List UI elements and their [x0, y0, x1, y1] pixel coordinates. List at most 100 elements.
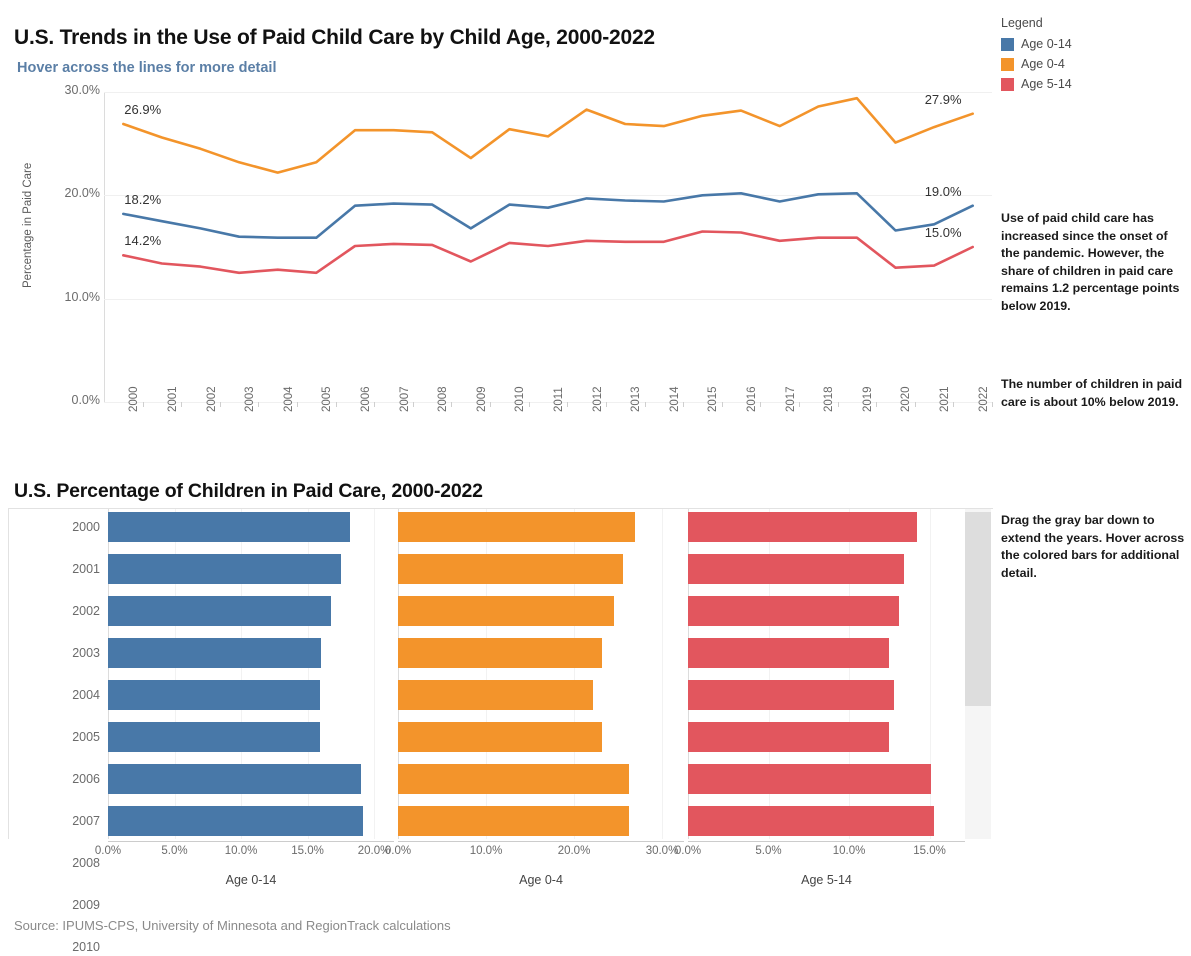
line-chart-tick-mark [567, 402, 569, 407]
bar-chart-left-border [8, 509, 9, 839]
bar[interactable] [108, 554, 341, 584]
line-chart-plot-area[interactable] [104, 92, 992, 403]
bar-panel-axis-line [398, 841, 684, 842]
line-chart-gridline [104, 298, 992, 300]
bar-chart-year-label: 2000 [72, 519, 100, 534]
bar-chart-year-label: 2003 [72, 645, 100, 660]
bar[interactable] [398, 596, 614, 626]
bar[interactable] [688, 764, 932, 794]
bar-panel-x-tick-label: 15.0% [291, 845, 324, 857]
bar[interactable] [108, 512, 351, 542]
line-chart-x-tick-label: 2000 [128, 386, 141, 412]
bar[interactable] [398, 554, 624, 584]
line-chart-point-label: 27.9% [924, 91, 962, 107]
line-chart-x-tick-label: 2013 [630, 386, 643, 412]
bar-chart-year-label: 2004 [72, 687, 100, 702]
legend-item-age-0-4[interactable]: Age 0-4 [1001, 55, 1072, 73]
bar[interactable] [398, 680, 594, 710]
bar-chart-title: U.S. Percentage of Children in Paid Care… [14, 480, 483, 502]
bar[interactable] [688, 806, 935, 836]
bar-chart-year-label: 2008 [72, 855, 100, 870]
line-chart-tick-mark [528, 402, 530, 407]
bar-panel-gridline [241, 509, 243, 839]
bar-panel-age-5-14[interactable] [688, 509, 963, 839]
bar-chart-year-labels: 2000 2001 2002 2003 2004 2005 2006 2007 2008 2009… [8, 509, 108, 954]
bar-panel-axis-age-0-14: 0.0% 5.0% 10.0% 15.0% 20.0% Age 0-14 [95, 841, 394, 903]
bar[interactable] [108, 806, 364, 836]
bar-panel-x-tick-label: 20.0% [557, 845, 591, 857]
line-chart-point-label: 18.2% [124, 191, 162, 207]
line-chart-x-tick-label: 2010 [514, 386, 527, 412]
bar[interactable] [398, 722, 603, 752]
bar-chart-year-label: 2001 [72, 561, 100, 576]
legend-item-label: Age 0-4 [1021, 57, 1065, 71]
legend-item-age-5-14[interactable]: Age 5-14 [1001, 75, 1072, 93]
bar-panel-axis-line [688, 841, 965, 842]
bar-chart-panels[interactable] [8, 509, 963, 839]
legend-swatch-icon [1001, 57, 1014, 71]
bar[interactable] [688, 638, 890, 668]
bar[interactable] [688, 554, 904, 584]
line-chart-x-tick-label: 2015 [707, 386, 720, 412]
bar-panel-axis-line [108, 841, 394, 842]
bar-panel-age-0-14[interactable] [108, 509, 394, 839]
bar-panel-x-tick-label: 20.0% [357, 845, 391, 857]
bar[interactable] [398, 638, 603, 668]
bar[interactable] [688, 512, 917, 542]
line-chart-y-tick-label: 10.0% [64, 289, 100, 304]
line-chart[interactable]: Percentage in Paid Care 0.0% 10.0% 20.0% 30… [0, 83, 995, 462]
bar-panel-title: Age 5-14 [801, 873, 852, 887]
line-chart-x-tick-label: 2002 [205, 386, 218, 412]
line-series-age-5-14[interactable] [121, 230, 975, 275]
bar-panel-x-tick-label: 30.0% [645, 845, 679, 857]
bar[interactable] [398, 764, 630, 794]
bar[interactable] [398, 806, 630, 836]
bar-panel-age-0-4[interactable] [398, 509, 684, 839]
bar[interactable] [108, 722, 320, 752]
bar-chart-year-label: 2007 [72, 813, 100, 828]
bar[interactable] [688, 680, 895, 710]
bar-chart-year-label: 2006 [72, 771, 100, 786]
line-chart-tick-mark [683, 402, 685, 407]
line-chart-x-tick-label: 2017 [784, 386, 797, 412]
bar-panel-gridline [574, 509, 575, 839]
bar[interactable] [108, 764, 361, 794]
legend-swatch-icon [1001, 37, 1014, 51]
bar-chart[interactable]: 2000 2001 2002 2003 2004 2005 2006 2007 2008 2009… [8, 508, 993, 954]
line-chart-tick-mark [412, 402, 414, 407]
bar-chart-year-label: 2002 [72, 603, 100, 618]
bar[interactable] [108, 680, 320, 710]
bar[interactable] [108, 638, 321, 668]
bar[interactable] [398, 512, 635, 542]
bar-panel-x-tick-label: 10.0% [469, 845, 503, 857]
bar-chart-year-label: 2009 [72, 897, 100, 912]
bar-panel-x-tick-label: 15.0% [913, 845, 946, 857]
bar-panel-x-tick-label: 5.0% [755, 845, 782, 857]
bar[interactable] [688, 596, 899, 626]
legend-item-age-0-14[interactable]: Age 0-14 [1001, 35, 1072, 53]
line-chart-tick-mark [760, 402, 762, 407]
line-chart-tick-mark [451, 402, 453, 407]
bar-panel-axis-age-0-4: 0.0% 10.0% 20.0% 30.0% Age 0-4 [385, 841, 684, 903]
bar[interactable] [108, 596, 332, 626]
line-chart-x-tick-label: 2005 [321, 386, 334, 412]
line-chart-tick-mark [374, 402, 376, 407]
line-chart-gridline [104, 402, 992, 403]
line-chart-tick-mark [644, 402, 646, 407]
source-caption: Source: IPUMS-CPS, University of Minneso… [14, 918, 451, 933]
line-chart-tick-mark [721, 402, 723, 407]
line-chart-x-tick-label: 2008 [437, 386, 450, 412]
bar-chart-scrollbar-thumb[interactable] [965, 512, 991, 706]
line-chart-x-tick-label: 2001 [166, 386, 179, 412]
bar-panel-x-tick-label: 5.0% [161, 845, 188, 857]
line-series-age-0-14[interactable] [121, 192, 975, 239]
line-series-age-0-4[interactable] [121, 96, 975, 174]
line-chart-x-tick-label: 2009 [475, 386, 488, 412]
line-chart-tick-mark [490, 402, 492, 407]
line-note-secondary: The number of children in paid care is a… [1001, 377, 1183, 409]
bar[interactable] [688, 722, 890, 752]
line-chart-gridline [104, 195, 992, 197]
line-chart-x-tick-label: 2011 [553, 387, 565, 412]
line-chart-x-tick-label: 2004 [282, 386, 295, 412]
bar-panel-gridline [768, 509, 770, 839]
